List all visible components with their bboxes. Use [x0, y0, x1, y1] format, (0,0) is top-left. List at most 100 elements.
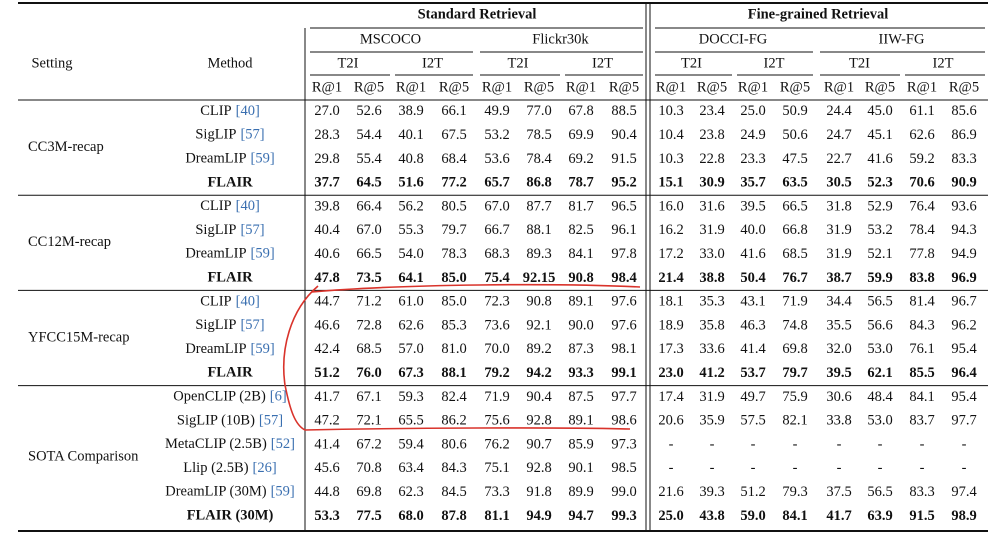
setting: CC3M-recap	[28, 139, 104, 155]
method-name: SigLIP	[195, 222, 236, 238]
cell: 89.2	[526, 341, 551, 357]
cell: 46.6	[314, 317, 339, 333]
cell: 51.2	[740, 484, 765, 500]
cell: 44.7	[314, 294, 339, 310]
cell: 10.3	[658, 103, 683, 119]
cell: 87.3	[568, 341, 593, 357]
cell: 97.6	[611, 317, 636, 333]
cell: 69.8	[356, 484, 381, 500]
cell: 83.3	[909, 484, 934, 500]
cell: 90.0	[568, 317, 593, 333]
cell: 84.1	[909, 389, 934, 405]
cell: 70.0	[484, 341, 509, 357]
cell: 67.1	[356, 389, 381, 405]
direction: I2T	[592, 55, 613, 71]
cell: 87.5	[568, 389, 593, 405]
cell: 85.6	[951, 103, 976, 119]
cell: 52.3	[867, 175, 892, 191]
cell: 81.0	[441, 341, 466, 357]
citation: [59]	[271, 484, 295, 500]
cell: 10.4	[658, 127, 684, 143]
cell: 67.2	[356, 436, 381, 452]
cell: 24.7	[826, 127, 851, 143]
metric: R@5	[439, 79, 469, 95]
cell: 94.9	[526, 508, 551, 524]
cell: 27.0	[314, 103, 339, 119]
cell: 40.0	[740, 222, 765, 238]
cell: 83.8	[909, 270, 934, 286]
cell: 34.4	[826, 294, 852, 310]
cell: 20.6	[658, 413, 683, 429]
cell: 71.9	[782, 294, 807, 310]
cell: 32.0	[826, 341, 851, 357]
method-name: FLAIR	[207, 270, 253, 286]
cell: -	[710, 436, 715, 452]
cell: 78.4	[526, 151, 552, 167]
cell: 31.9	[699, 389, 724, 405]
cell: 68.4	[441, 151, 467, 167]
cell: 48.4	[867, 389, 893, 405]
cell: 94.7	[568, 508, 593, 524]
cell: 31.9	[826, 222, 851, 238]
metric: R@5	[949, 79, 979, 95]
cell: 69.8	[782, 341, 807, 357]
cell: 62.3	[398, 484, 423, 500]
cell: 23.0	[658, 365, 683, 381]
cell: 43.8	[699, 508, 724, 524]
citation: [52]	[271, 436, 295, 452]
citation: [57]	[240, 222, 264, 238]
cell: 77.2	[441, 175, 466, 191]
cell: 86.9	[951, 127, 976, 143]
cell: 55.3	[398, 222, 423, 238]
cell: 33.0	[699, 246, 724, 262]
cell: 31.9	[699, 222, 724, 238]
cell: 39.8	[314, 198, 339, 214]
cell: 22.8	[699, 151, 724, 167]
cell: 73.5	[356, 270, 381, 286]
method: SigLIP [57]	[195, 127, 264, 143]
cell: 56.5	[867, 484, 892, 500]
cell: 80.5	[441, 198, 466, 214]
dataset: IIW-FG	[879, 31, 925, 47]
cell: 86.2	[441, 413, 466, 429]
cell: 35.3	[699, 294, 724, 310]
cell: 47.5	[782, 151, 807, 167]
cell: 51.6	[398, 175, 423, 191]
cell: 23.8	[699, 127, 724, 143]
method-name: DreamLIP (30M)	[165, 484, 267, 500]
method: SigLIP [57]	[195, 317, 264, 333]
cell: 30.9	[699, 175, 724, 191]
metric: R@5	[865, 79, 895, 95]
cell: 80.6	[441, 436, 466, 452]
cell: 90.4	[526, 389, 552, 405]
cell: 23.4	[699, 103, 725, 119]
cell: 46.3	[740, 317, 765, 333]
cell: 66.1	[441, 103, 466, 119]
setting: YFCC15M-recap	[28, 329, 130, 345]
cell: 40.1	[398, 127, 423, 143]
cell: 96.4	[951, 365, 976, 381]
cell: 16.2	[658, 222, 683, 238]
cell: 17.2	[658, 246, 683, 262]
direction: T2I	[849, 55, 870, 71]
cell: 35.8	[699, 317, 724, 333]
cell: 79.7	[441, 222, 466, 238]
cell: 40.8	[398, 151, 423, 167]
method: CLIP [40]	[200, 294, 260, 310]
metric: R@5	[524, 79, 554, 95]
metric: R@5	[780, 79, 810, 95]
cell: -	[669, 436, 674, 452]
cell: 90.4	[611, 127, 637, 143]
method-name: DreamLIP	[185, 341, 246, 357]
cell: 78.4	[909, 222, 935, 238]
cell: 38.8	[699, 270, 724, 286]
cell: 56.6	[867, 317, 892, 333]
cell: 87.7	[526, 198, 551, 214]
method: SigLIP [57]	[195, 222, 264, 238]
method-name: OpenCLIP (2B)	[173, 389, 266, 405]
cell: 89.1	[568, 413, 593, 429]
cell: 57.5	[740, 413, 765, 429]
setting: SOTA Comparison	[28, 448, 139, 464]
cell: 33.6	[699, 341, 724, 357]
